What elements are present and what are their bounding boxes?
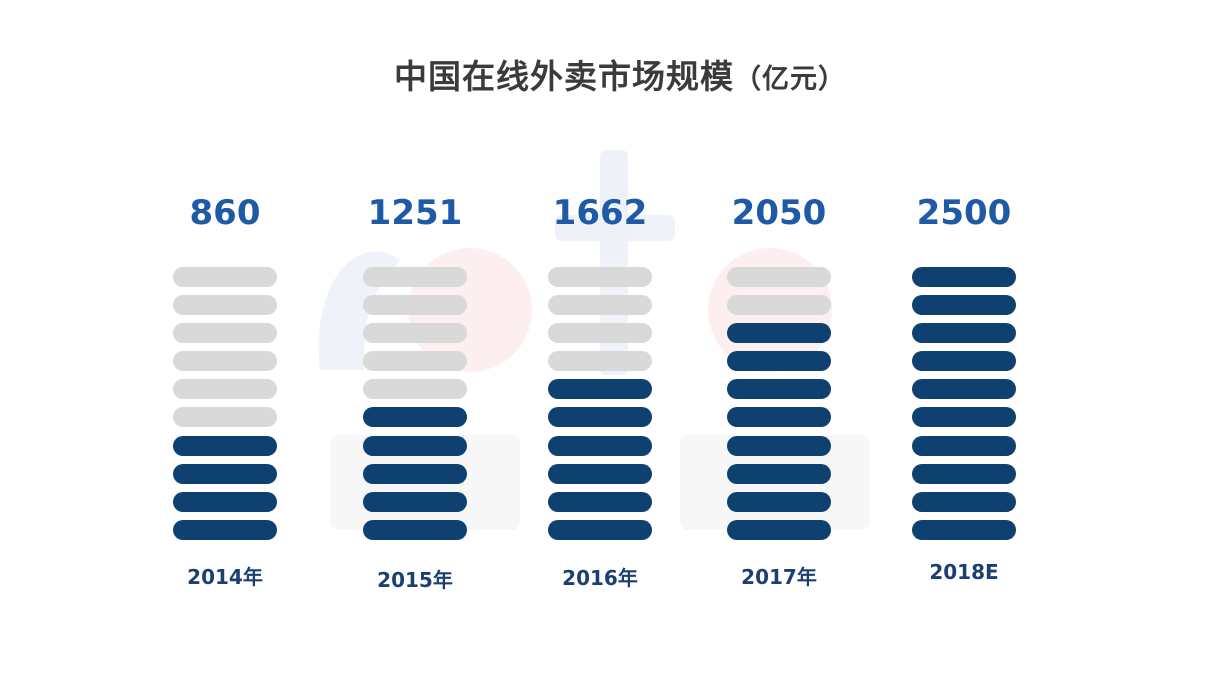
bar-segment-filled	[727, 323, 831, 343]
bar-segment-empty	[173, 323, 277, 343]
value-label: 2500	[916, 193, 1012, 233]
bar-segment-filled	[548, 492, 652, 512]
bar-segment-empty	[548, 267, 652, 287]
bar-segment-filled	[912, 351, 1016, 371]
bar-segment-filled	[548, 407, 652, 427]
bar-segment-empty	[363, 379, 467, 399]
value-label: 1251	[367, 193, 463, 233]
bar-segment-filled	[363, 520, 467, 540]
bar-segment-filled	[727, 351, 831, 371]
bar-segment-filled	[912, 295, 1016, 315]
bar-segment-empty	[727, 295, 831, 315]
value-label: 2050	[731, 193, 827, 233]
chart-title: 中国在线外卖市场规模（亿元）	[0, 50, 1216, 98]
bar-segment-empty	[548, 323, 652, 343]
bar-segment-filled	[363, 407, 467, 427]
bar-segment-empty	[173, 407, 277, 427]
bar-segment-empty	[363, 295, 467, 315]
bar-segment-filled	[912, 520, 1016, 540]
bar-segment-empty	[173, 379, 277, 399]
category-label: 2017年	[741, 565, 817, 589]
value-label: 860	[189, 193, 261, 233]
category-label: 2018E	[929, 560, 999, 584]
bar-segment-empty	[173, 351, 277, 371]
chart-title-unit: （亿元）	[734, 64, 846, 95]
bar-segment-empty	[173, 295, 277, 315]
category-label: 2015年	[377, 568, 453, 592]
bar-segment-filled	[912, 267, 1016, 287]
bar-segment-filled	[548, 464, 652, 484]
bar-segment-filled	[727, 492, 831, 512]
bar-segment-filled	[363, 492, 467, 512]
bar-segment-filled	[363, 464, 467, 484]
bar-segment-filled	[548, 436, 652, 456]
bar-segment-filled	[912, 464, 1016, 484]
bar-segment-filled	[912, 379, 1016, 399]
bar-segment-empty	[363, 267, 467, 287]
bar-segment-filled	[727, 436, 831, 456]
chart-title-main: 中国在线外卖市场规模	[394, 57, 734, 96]
bar-segment-filled	[727, 520, 831, 540]
bar-segment-filled	[173, 436, 277, 456]
value-label: 1662	[552, 193, 648, 233]
bar-segment-empty	[727, 267, 831, 287]
bar-segment-filled	[727, 407, 831, 427]
bar-segment-filled	[912, 436, 1016, 456]
bar-segment-filled	[173, 520, 277, 540]
bar-segment-filled	[912, 492, 1016, 512]
bar-segment-empty	[363, 323, 467, 343]
bar-segment-filled	[173, 492, 277, 512]
bar-segment-empty	[548, 295, 652, 315]
bar-segment-filled	[727, 379, 831, 399]
bar-segment-empty	[548, 351, 652, 371]
bar-segment-filled	[173, 464, 277, 484]
bar-segment-filled	[548, 379, 652, 399]
bar-segment-filled	[727, 464, 831, 484]
bar-segment-filled	[363, 436, 467, 456]
bar-segment-empty	[173, 267, 277, 287]
bar-segment-filled	[912, 323, 1016, 343]
category-label: 2016年	[562, 566, 638, 590]
bar-segment-filled	[912, 407, 1016, 427]
category-label: 2014年	[187, 565, 263, 589]
bar-segment-filled	[548, 520, 652, 540]
bar-segment-empty	[363, 351, 467, 371]
